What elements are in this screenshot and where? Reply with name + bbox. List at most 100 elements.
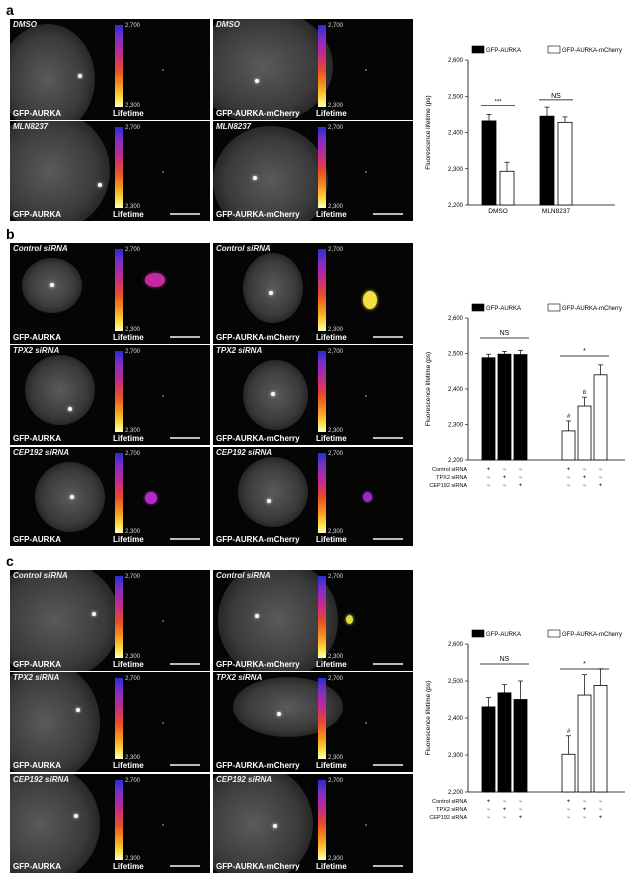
- colorbar-max: 2,700: [328, 676, 344, 682]
- colorbar-max: 2,700: [328, 247, 344, 253]
- flim-signal: [365, 722, 367, 724]
- colorbar-max: 2,700: [328, 778, 344, 784]
- cell-body: [10, 570, 120, 671]
- micrograph: CEP192 siRNA GFP-AURKA: [10, 774, 110, 873]
- lifetime-label: Lifetime: [316, 535, 347, 544]
- condition-sign: −: [599, 467, 603, 473]
- y-tick-label: 2,600: [448, 316, 464, 322]
- colorbar-min: 2,300: [328, 204, 344, 210]
- colorbar: [115, 127, 123, 208]
- condition-label: CEP192 siRNA: [216, 775, 273, 784]
- centrosome-spot: [92, 612, 96, 616]
- y-tick-label: 2,600: [448, 642, 464, 648]
- condition-sign: −: [519, 467, 523, 473]
- condition-sign: +: [599, 815, 603, 821]
- cell-body: [10, 774, 100, 873]
- lifetime-map: 2,700 2,300 Lifetime: [110, 774, 210, 873]
- channel-label: GFP-AURKA-mCherry: [216, 210, 300, 219]
- micrograph: CEP192 siRNA GFP-AURKA-mCherry: [213, 447, 313, 546]
- condition-sign: −: [519, 475, 523, 481]
- bar: [561, 753, 576, 793]
- bar-annotation: #: [567, 729, 571, 735]
- channel-label: GFP-AURKA-mCherry: [216, 109, 300, 118]
- condition-row-label: CEP192 siRNA: [429, 483, 467, 489]
- chart-c: GFP-AURKA GFP-AURKA-mCherry 2,200 2,300 2,40…: [425, 629, 625, 821]
- lifetime-label: Lifetime: [113, 210, 144, 219]
- scale-bar: [170, 663, 200, 665]
- condition-sign: −: [487, 483, 491, 489]
- y-tick-label: 2,300: [448, 167, 464, 173]
- bar: [481, 120, 497, 206]
- colorbar: [318, 780, 326, 860]
- colorbar-min: 2,300: [125, 204, 141, 210]
- condition-sign: −: [583, 799, 587, 805]
- centrosome-spot: [269, 291, 273, 295]
- channel-label: GFP-AURKA-mCherry: [216, 535, 300, 544]
- flim-signal: [162, 722, 164, 724]
- panel-c-row-3-right-tile: CEP192 siRNA GFP-AURKA-mCherry 2,700 2,300 L…: [213, 774, 413, 873]
- centrosome-spot: [267, 499, 271, 503]
- panel-a-row-1-left-tile: DMSO GFP-AURKA 2,700 2,300 Lifetime: [10, 19, 210, 120]
- lifetime-map: 2,700 2,300 Lifetime: [110, 672, 210, 772]
- centrosome-spot: [271, 392, 275, 396]
- y-tick-label: 2,400: [448, 131, 464, 137]
- colorbar-max: 2,700: [125, 574, 141, 580]
- channel-label: GFP-AURKA: [13, 535, 61, 544]
- micrograph: TPX2 siRNA GFP-AURKA-mCherry: [213, 345, 313, 445]
- colorbar-min: 2,300: [328, 103, 344, 109]
- panel-b-row-2-left-tile: TPX2 siRNA GFP-AURKA 2,700 2,300 Lifetime: [10, 345, 210, 445]
- colorbar: [318, 576, 326, 658]
- lifetime-map: 2,700 2,300 Lifetime: [110, 570, 210, 671]
- condition-sign: −: [503, 815, 507, 821]
- micrograph: TPX2 siRNA GFP-AURKA-mCherry: [213, 672, 343, 772]
- colorbar-max: 2,700: [328, 125, 344, 131]
- panel-b-row-2-right-tile: TPX2 siRNA GFP-AURKA-mCherry 2,700 2,300 Lif…: [213, 345, 413, 445]
- lifetime-map: 2,700 2,300 Lifetime: [110, 345, 210, 445]
- condition-sign: +: [567, 799, 571, 805]
- bar: [577, 405, 592, 461]
- colorbar-min: 2,300: [328, 755, 344, 761]
- cell-body: [213, 774, 313, 873]
- significance-label: *: [583, 661, 586, 668]
- legend-swatch-gfp-aurka-mcherry: [547, 303, 561, 312]
- lifetime-label: Lifetime: [113, 761, 144, 770]
- centrosome-spot: [78, 74, 82, 78]
- panel-a-row-2-left-tile: MLN8237 GFP-AURKA 2,700 2,300 Lifetime: [10, 121, 210, 221]
- condition-sign: −: [567, 815, 571, 821]
- colorbar-min: 2,300: [328, 428, 344, 434]
- condition-sign: +: [583, 475, 587, 481]
- centrosome-spot: [50, 283, 54, 287]
- scale-bar: [373, 764, 403, 766]
- micrograph: Control siRNA GFP-AURKA-mCherry: [213, 570, 338, 671]
- scale-bar: [373, 336, 403, 338]
- flim-signal: [365, 171, 367, 173]
- cell-body: [10, 672, 100, 772]
- lifetime-map: 2,700 2,300 Lifetime: [313, 19, 413, 120]
- colorbar: [115, 249, 123, 331]
- panel-b-row-1-right-tile: Control siRNA GFP-AURKA-mCherry 2,700 2,300…: [213, 243, 413, 344]
- condition-sign: −: [567, 483, 571, 489]
- legend-label: GFP-AURKA-mCherry: [562, 306, 622, 312]
- colorbar: [318, 453, 326, 533]
- condition-row-label: Control siRNA: [432, 467, 467, 473]
- colorbar: [318, 249, 326, 331]
- lifetime-label: Lifetime: [316, 761, 347, 770]
- micrograph: DMSO GFP-AURKA: [10, 19, 110, 120]
- flim-signal: [145, 273, 165, 287]
- colorbar: [318, 127, 326, 208]
- lifetime-label: Lifetime: [316, 434, 347, 443]
- colorbar: [318, 25, 326, 107]
- scale-bar: [373, 213, 403, 215]
- colorbar-min: 2,300: [328, 856, 344, 862]
- scale-bar: [373, 865, 403, 867]
- significance-label: NS: [500, 330, 510, 337]
- centrosome-spot: [255, 79, 259, 83]
- channel-label: GFP-AURKA-mCherry: [216, 660, 300, 669]
- condition-row-label: CEP192 siRNA: [429, 815, 467, 821]
- y-tick-label: 2,200: [448, 790, 464, 796]
- colorbar-min: 2,300: [125, 103, 141, 109]
- panel-c-row-1-left-tile: Control siRNA GFP-AURKA 2,700 2,300 Lifetime: [10, 570, 210, 671]
- condition-label: DMSO: [216, 20, 240, 29]
- y-tick-label: 2,500: [448, 352, 464, 358]
- colorbar-max: 2,700: [328, 349, 344, 355]
